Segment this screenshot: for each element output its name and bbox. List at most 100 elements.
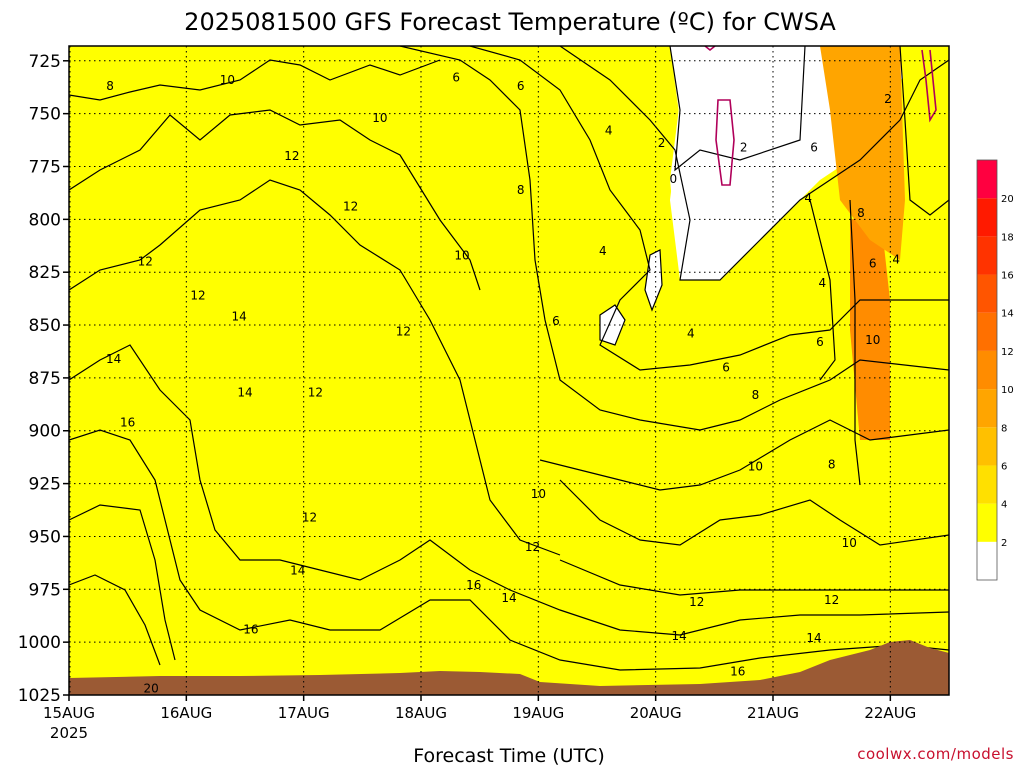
x-tick-label: 19AUG [512, 704, 564, 722]
colorbar-swatch [977, 350, 997, 390]
x-tick-label: 20AUG [630, 704, 682, 722]
contour-label: 6 [869, 257, 877, 271]
colorbar-tick-label: 16 [1001, 271, 1014, 282]
y-tick-label: 750 [29, 105, 61, 125]
y-tick-label: 775 [29, 157, 61, 177]
contour-label: 16 [243, 622, 258, 636]
colorbar-tick-label: 10 [1001, 385, 1014, 396]
contour-label: 2 [884, 92, 892, 106]
contour-10 [69, 109, 481, 291]
contour-14 [69, 344, 949, 636]
contour-label: 4 [599, 244, 607, 258]
contour-label: 2 [658, 136, 666, 150]
colorbar-tick-label: 8 [1001, 423, 1007, 434]
contour-label: 10 [748, 460, 763, 474]
colorbar-swatch [977, 389, 997, 428]
contour-label: 20 [143, 682, 158, 696]
x-axis: 15AUG 16AUG 17AUG 18AUG 19AUG 20AUG 21AUG 22AUG… [43, 695, 916, 742]
y-tick-label: 950 [29, 527, 61, 547]
contour-label: 16 [466, 578, 481, 592]
y-tick-label: 825 [29, 263, 61, 283]
contour-label: 14 [290, 563, 305, 577]
contour-6 [399, 46, 949, 431]
contour-label: 4 [892, 253, 900, 267]
y-tick-label: 925 [29, 475, 61, 495]
contour-8-col [849, 199, 861, 486]
colorbar-swatch [977, 503, 997, 542]
contour-2-b [669, 46, 806, 172]
contour-island-1 [599, 304, 626, 346]
credit-link[interactable]: coolwx.com/models [857, 745, 1014, 763]
contour-label: 4 [804, 191, 812, 205]
y-tick-label: 725 [29, 52, 61, 72]
contour-label: 16 [120, 415, 135, 429]
y-tick-label: 1000 [18, 633, 61, 653]
band-2-4 [69, 46, 949, 695]
y-tick-label: 800 [29, 210, 61, 230]
contour-label: 12 [689, 595, 704, 609]
contour-label: 14 [237, 386, 252, 400]
contour-label: 14 [106, 352, 121, 366]
freezing-contours [704, 46, 937, 186]
colorbar-swatch [977, 541, 997, 580]
contour-label: 8 [517, 183, 525, 197]
x-tick-label: 21AUG [747, 704, 799, 722]
colorbar-swatch [977, 274, 997, 313]
contour-label: 14 [501, 591, 516, 605]
contour-4-right [899, 46, 949, 216]
plot-frame [68, 45, 950, 696]
contour-label: 6 [722, 360, 730, 374]
chart-title: 2025081500 GFS Forecast Temperature (ºC)… [184, 8, 836, 36]
contour-20 [69, 574, 161, 666]
band-cold-right [900, 46, 949, 210]
freezing-contour-3 [921, 49, 937, 123]
colorbar-tick-label: 2 [1001, 538, 1007, 549]
contour-island-2 [644, 249, 663, 312]
contour-label: 2 [740, 140, 748, 154]
x-tick-label: 16AUG [160, 704, 212, 722]
colorbar: 2 4 6 8 10 12 14 16 18 20 [976, 159, 1014, 581]
contour-16 [69, 429, 949, 671]
colorbar-tick-label: 14 [1001, 309, 1014, 320]
contour-label: 6 [810, 140, 818, 154]
ground-terrain [69, 640, 949, 695]
colorbar-tick-label: 6 [1001, 461, 1007, 472]
contour-8 [69, 59, 441, 101]
contour-label: 12 [190, 288, 205, 302]
colorbar-tick-label: 20 [1001, 194, 1014, 205]
contour-label: 12 [525, 540, 540, 554]
freezing-contour-1 [715, 99, 735, 186]
colorbar-tick-label: 18 [1001, 232, 1014, 243]
colorbar-swatch [977, 312, 997, 351]
y-tick-label: 875 [29, 369, 61, 389]
x-year-label: 2025 [50, 724, 88, 742]
band-lt-2 [670, 46, 805, 280]
y-tick-label: 1025 [18, 686, 61, 706]
contour-label: 6 [452, 71, 460, 85]
contour-2 [559, 46, 949, 281]
contour-label: 4 [818, 276, 826, 290]
colorbar-swatch [977, 236, 997, 275]
contour-label: 8 [828, 458, 836, 472]
y-tick-label: 850 [29, 316, 61, 336]
contour-8-right [539, 419, 949, 491]
contour-label: 12 [284, 149, 299, 163]
contour-label: 0 [669, 172, 677, 186]
contour-label: 12 [302, 510, 317, 524]
contour-label: 10 [842, 536, 857, 550]
y-tick-label: 975 [29, 580, 61, 600]
contour-label: 4 [605, 124, 613, 138]
contour-label: 12 [343, 200, 358, 214]
contour-label: 6 [517, 79, 525, 93]
colorbar-swatch [977, 465, 997, 504]
x-tick-label: 15AUG [43, 704, 95, 722]
temperature-bands [69, 46, 949, 695]
contour-label: 14 [231, 310, 246, 324]
contour-label: 10 [531, 487, 546, 501]
x-tick-label: 22AUG [864, 704, 916, 722]
contour-label: 16 [730, 665, 745, 679]
contour-label: 10 [220, 73, 235, 87]
x-tick-label: 17AUG [278, 704, 330, 722]
